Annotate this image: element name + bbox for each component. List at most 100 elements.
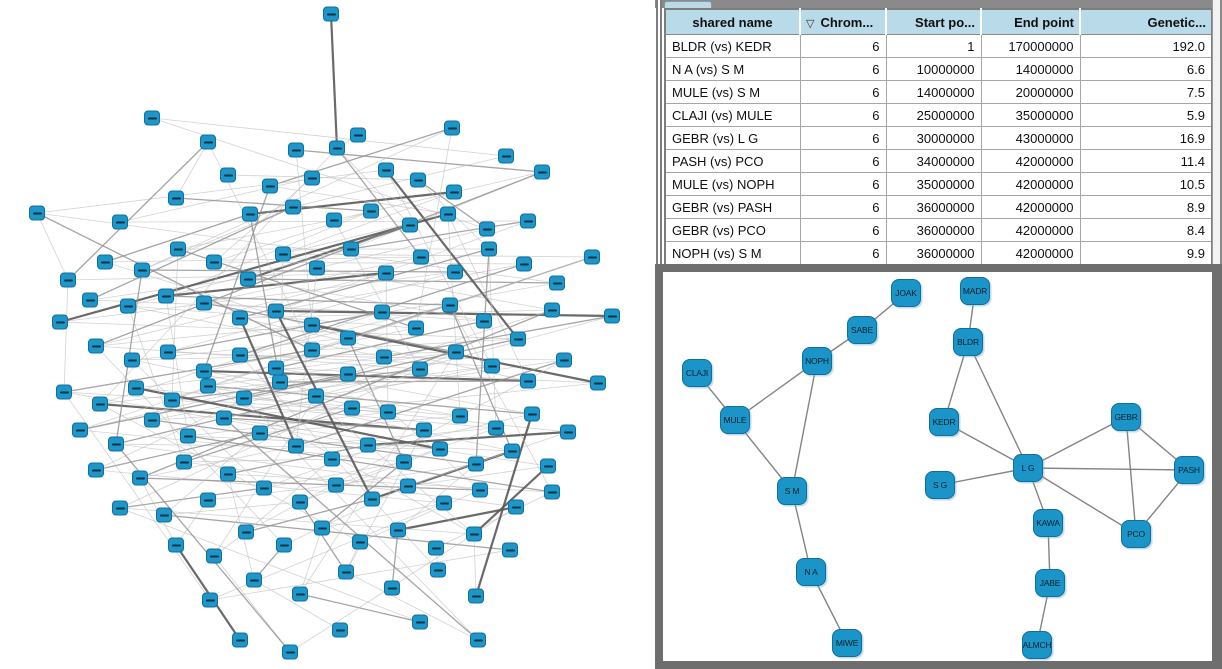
node-PCO[interactable]: PCO xyxy=(1121,520,1151,548)
network-node[interactable] xyxy=(476,313,492,329)
node-MIWE[interactable]: MIWE xyxy=(832,629,862,657)
node-JOAK[interactable]: JOAK xyxy=(891,279,921,307)
network-node[interactable] xyxy=(324,451,340,467)
network-node[interactable] xyxy=(112,500,128,516)
network-node[interactable] xyxy=(380,404,396,420)
node-KEDR[interactable]: KEDR xyxy=(929,408,959,436)
network-node[interactable] xyxy=(590,375,606,391)
network-node[interactable] xyxy=(516,256,532,272)
sub-network-canvas[interactable]: JOAK SABE NOPH CLAJI MULE S M N A MIWE MADR BLDR K… xyxy=(663,272,1212,661)
network-node[interactable] xyxy=(524,406,540,422)
network-node[interactable] xyxy=(196,363,212,379)
network-node[interactable] xyxy=(160,344,176,360)
network-node[interactable] xyxy=(246,572,262,588)
node-BLDR[interactable]: BLDR xyxy=(953,328,983,356)
network-node[interactable] xyxy=(60,272,76,288)
network-node[interactable] xyxy=(276,537,292,553)
network-node[interactable] xyxy=(232,347,248,363)
network-node[interactable] xyxy=(488,420,504,436)
network-node[interactable] xyxy=(242,206,258,222)
network-node[interactable] xyxy=(200,378,216,394)
network-node[interactable] xyxy=(440,206,456,222)
network-node[interactable] xyxy=(170,241,186,257)
network-node[interactable] xyxy=(168,190,184,206)
network-node[interactable] xyxy=(275,246,291,262)
network-node[interactable] xyxy=(363,203,379,219)
node-ALMCH[interactable]: ALMCH xyxy=(1022,631,1052,659)
network-node[interactable] xyxy=(556,352,572,368)
network-node[interactable] xyxy=(498,148,514,164)
network-node[interactable] xyxy=(132,470,148,486)
network-node[interactable] xyxy=(232,310,248,326)
network-node[interactable] xyxy=(200,134,216,150)
network-node[interactable] xyxy=(376,349,392,365)
network-node[interactable] xyxy=(560,424,576,440)
network-node[interactable] xyxy=(470,632,486,648)
network-node[interactable] xyxy=(220,466,236,482)
network-node[interactable] xyxy=(206,254,222,270)
network-node[interactable] xyxy=(108,436,124,452)
node-NOPH[interactable]: NOPH xyxy=(802,347,832,375)
network-node[interactable] xyxy=(158,288,174,304)
network-node[interactable] xyxy=(352,534,368,550)
network-node[interactable] xyxy=(156,507,172,523)
network-node[interactable] xyxy=(200,492,216,508)
node-PASH[interactable]: PASH xyxy=(1174,456,1204,484)
network-node[interactable] xyxy=(314,520,330,536)
network-node[interactable] xyxy=(540,458,556,474)
network-node[interactable] xyxy=(428,540,444,556)
network-node[interactable] xyxy=(120,298,136,314)
network-node[interactable] xyxy=(510,331,526,347)
network-node[interactable] xyxy=(436,495,452,511)
node-S-M[interactable]: S M xyxy=(777,477,807,505)
network-node[interactable] xyxy=(268,303,284,319)
network-node[interactable] xyxy=(309,260,325,276)
network-node[interactable] xyxy=(402,217,418,233)
node-JABE[interactable]: JABE xyxy=(1035,569,1065,597)
network-node[interactable] xyxy=(396,454,412,470)
network-node[interactable] xyxy=(410,172,426,188)
table-row[interactable]: CLAJI (vs) MULE 6 25000000 35000000 5.9 xyxy=(664,103,1213,127)
network-node[interactable] xyxy=(262,178,278,194)
network-node[interactable] xyxy=(236,390,252,406)
network-node[interactable] xyxy=(332,622,348,638)
filter-icon[interactable]: ▽ xyxy=(806,17,815,30)
network-node[interactable] xyxy=(238,524,254,540)
table-row[interactable]: NOPH (vs) S M 6 36000000 42000000 9.9 xyxy=(664,241,1213,266)
network-node[interactable] xyxy=(502,542,518,558)
network-node[interactable] xyxy=(444,120,460,136)
network-node[interactable] xyxy=(374,304,390,320)
network-node[interactable] xyxy=(323,6,339,22)
network-node[interactable] xyxy=(468,456,484,472)
network-node[interactable] xyxy=(240,271,256,287)
network-node[interactable] xyxy=(481,241,497,257)
network-node[interactable] xyxy=(326,212,342,228)
network-node[interactable] xyxy=(484,358,500,374)
network-node[interactable] xyxy=(88,462,104,478)
network-node[interactable] xyxy=(168,537,184,553)
network-node[interactable] xyxy=(412,614,428,630)
network-node[interactable] xyxy=(364,491,380,507)
network-node[interactable] xyxy=(343,241,359,257)
table-row[interactable]: PASH (vs) PCO 6 34000000 42000000 11.4 xyxy=(664,149,1213,173)
network-node[interactable] xyxy=(544,484,560,500)
network-node[interactable] xyxy=(29,205,45,221)
network-node[interactable] xyxy=(196,295,212,311)
network-node[interactable] xyxy=(282,644,298,660)
network-node[interactable] xyxy=(304,170,320,186)
node-SABE[interactable]: SABE xyxy=(847,316,877,344)
network-node[interactable] xyxy=(329,140,345,156)
network-node[interactable] xyxy=(252,425,268,441)
network-node[interactable] xyxy=(378,265,394,281)
node-L-G[interactable]: L G xyxy=(1013,454,1043,482)
table-row[interactable]: GEBR (vs) PCO 6 36000000 42000000 8.4 xyxy=(664,218,1213,242)
network-node[interactable] xyxy=(549,275,565,291)
network-node[interactable] xyxy=(466,526,482,542)
network-node[interactable] xyxy=(390,522,406,538)
node-S-G[interactable]: S G xyxy=(925,471,955,499)
network-node[interactable] xyxy=(180,428,196,444)
network-node[interactable] xyxy=(128,380,144,396)
table-row[interactable]: N A (vs) S M 6 10000000 14000000 6.6 xyxy=(664,57,1213,81)
network-node[interactable] xyxy=(164,392,180,408)
network-node[interactable] xyxy=(584,249,600,265)
